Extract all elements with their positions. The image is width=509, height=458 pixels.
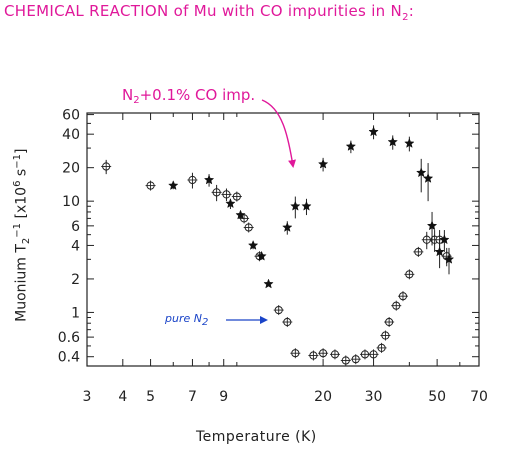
annotation-pure-subscript: 2: [201, 317, 209, 328]
pure-point-14: [329, 349, 340, 360]
pure-point-11: [290, 348, 301, 359]
annotation-co-subscript: 2: [133, 95, 140, 106]
pure-point-0: [101, 161, 112, 172]
y-axis-label-sup3: −1: [11, 154, 23, 169]
pure-point-13: [318, 348, 329, 359]
pure-point-2: [187, 174, 198, 185]
x-axis-label: Temperature (K): [196, 429, 317, 445]
co-point-20: [443, 253, 455, 264]
y-tick-label-9: 60: [62, 108, 80, 124]
co-point-15: [416, 167, 427, 178]
annotation-co-tail: +0.1% CO imp.: [139, 86, 256, 104]
x-tick-label-5: 20: [314, 389, 332, 405]
x-tick-label-2: 5: [146, 389, 155, 405]
series-pure-n2: [101, 159, 452, 366]
pure-point-9: [273, 305, 284, 316]
annotation-pure-text: pure N: [165, 312, 202, 325]
axis-tick-labels: 3 4 5 7 9 20 30 50 70 0.4 0.6 1 2 4 6 10 20 40 60: [58, 108, 488, 405]
y-tick-label-2: 1: [71, 305, 80, 321]
y-axis-label-sup2: 6: [11, 180, 23, 187]
co-point-3: [235, 209, 246, 220]
pure-point-16: [350, 354, 361, 365]
annotation-co-text: N: [122, 86, 134, 104]
y-tick-label-4: 4: [71, 238, 80, 254]
y-tick-label-0: 0.4: [58, 350, 80, 366]
pure-point-5: [231, 191, 242, 202]
page-title-text: CHEMICAL REACTION of Mu with CO impuriti…: [4, 2, 403, 20]
co-point-17: [426, 220, 438, 231]
pure-point-18: [368, 349, 379, 360]
x-tick-label-7: 50: [428, 389, 446, 405]
y-axis-label-sub: 2: [21, 237, 33, 245]
y-axis-label: Muonium T2−1 [x106 s−1]: [12, 135, 32, 335]
y-axis-label-end: ]: [13, 148, 30, 155]
plot-frame: [86, 112, 480, 367]
pure-point-24: [404, 269, 415, 280]
x-tick-label-3: 7: [188, 389, 197, 405]
page-title: CHEMICAL REACTION of Mu with CO impuriti…: [4, 2, 414, 23]
pure-point-25: [413, 246, 424, 257]
pure-point-19: [376, 342, 387, 353]
x-tick-label-6: 30: [365, 389, 383, 405]
co-point-19: [439, 234, 450, 245]
co-point-11: [345, 141, 357, 151]
co-point-7: [282, 222, 293, 232]
co-point-6: [263, 278, 274, 289]
pure-point-21: [384, 317, 395, 328]
co-point-4: [247, 239, 259, 250]
pure-point-3: [211, 187, 222, 198]
y-axis-label-mid: [x10: [13, 186, 30, 223]
pure-point-23: [397, 291, 408, 302]
pure-point-4: [221, 189, 232, 200]
x-tick-label-1: 4: [118, 389, 127, 405]
annotation-pure: pure N2: [165, 312, 208, 328]
y-axis-label-mid2: s: [13, 168, 30, 181]
co-point-12: [368, 126, 379, 137]
co-point-2: [225, 198, 236, 209]
y-axis-label-sup: −1: [11, 222, 23, 238]
y-tick-label-1: 0.6: [58, 330, 80, 346]
page-title-tail: :: [408, 2, 415, 20]
co-point-5: [256, 250, 267, 261]
pure-point-7: [243, 222, 254, 233]
co-point-14: [404, 137, 415, 148]
co-point-0: [168, 180, 179, 191]
x-tick-label-0: 3: [83, 389, 92, 405]
y-tick-label-6: 10: [62, 194, 80, 210]
co-point-8: [290, 200, 301, 211]
pure-point-17: [359, 349, 370, 360]
pure-point-12: [308, 350, 319, 361]
y-tick-label-7: 20: [62, 161, 80, 177]
y-tick-label-8: 40: [62, 127, 80, 143]
co-point-9: [301, 200, 312, 211]
co-point-16: [422, 172, 434, 183]
pure-point-1: [145, 180, 156, 191]
axis-ticks: [86, 113, 480, 366]
pure-point-22: [391, 300, 402, 311]
annotation-co: N2+0.1% CO imp.: [122, 86, 255, 106]
co-point-18: [434, 246, 445, 257]
series-n2-co: [168, 125, 455, 289]
page-title-subscript: 2: [402, 12, 409, 23]
co-point-13: [387, 136, 398, 147]
x-tick-label-4: 9: [219, 389, 228, 405]
y-tick-label-3: 2: [71, 272, 80, 288]
co-point-1: [203, 174, 215, 185]
annotation-co-arrow: [261, 99, 296, 168]
pure-point-20: [380, 330, 391, 341]
pure-point-10: [282, 317, 293, 328]
y-axis-label-main: Muonium T: [13, 244, 30, 322]
x-tick-label-8: 70: [470, 389, 488, 405]
pure-point-15: [340, 355, 351, 366]
co-point-10: [317, 158, 329, 169]
y-tick-label-5: 6: [71, 219, 80, 235]
